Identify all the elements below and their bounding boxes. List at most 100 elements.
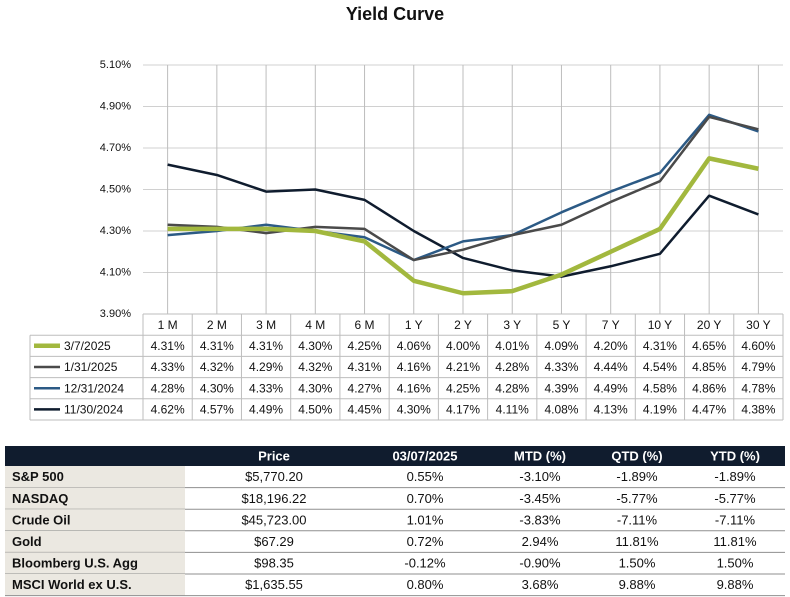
data-label: 4.16% [397, 360, 431, 374]
data-label: 4.54% [643, 360, 677, 374]
table-cell: 3.68% [522, 577, 559, 592]
data-label: 4.16% [397, 381, 431, 395]
data-label: 4.58% [643, 381, 677, 395]
row-name-bg [5, 466, 185, 488]
data-label: 4.50% [298, 403, 332, 417]
series-line [167, 113, 759, 262]
data-label: 4.30% [298, 381, 332, 395]
table-cell: -5.77% [616, 491, 658, 506]
data-label: 4.39% [544, 381, 578, 395]
table-cell: 0.70% [407, 491, 444, 506]
data-label: 4.38% [741, 403, 775, 417]
data-label: 4.00% [446, 339, 480, 353]
x-tick-label: 30 Y [746, 318, 770, 332]
data-label: 4.78% [741, 381, 775, 395]
data-label: 4.30% [298, 339, 332, 353]
table-cell: 0.80% [407, 577, 444, 592]
series-line [167, 156, 759, 296]
table-cell: 0.55% [407, 469, 444, 484]
data-label: 4.19% [643, 403, 677, 417]
x-tick-label: 2 Y [454, 318, 472, 332]
y-tick-label: 4.90% [100, 100, 131, 112]
legend-label: 11/30/2024 [64, 403, 123, 417]
chart-title: Yield Curve [346, 4, 444, 24]
data-label: 4.32% [298, 360, 332, 374]
table-cell: -1.89% [714, 469, 756, 484]
data-label: 4.31% [348, 360, 382, 374]
table-cell: $1,635.55 [245, 577, 303, 592]
table-cell: -7.11% [715, 512, 756, 527]
row-name: NASDAQ [12, 491, 68, 506]
data-label: 4.85% [692, 360, 726, 374]
row-name-bg [5, 509, 185, 531]
data-label: 4.31% [151, 339, 185, 353]
table-header: QTD (%) [611, 448, 662, 463]
y-tick-label: 5.10% [100, 59, 131, 71]
x-tick-label: 3 M [256, 318, 276, 332]
row-name-bg [5, 487, 185, 510]
data-label: 4.49% [594, 381, 628, 395]
series-line [167, 115, 759, 262]
x-tick-label: 1 M [158, 318, 178, 332]
data-label: 4.79% [741, 360, 775, 374]
data-label: 4.06% [397, 339, 431, 353]
data-label: 4.62% [151, 403, 185, 417]
data-label: 4.28% [495, 381, 529, 395]
table-cell: 0.72% [407, 534, 444, 549]
table-cell: 11.81% [713, 534, 757, 549]
table-cell: -5.77% [714, 491, 756, 506]
data-label: 4.28% [495, 360, 529, 374]
data-label: 4.49% [249, 403, 283, 417]
data-label: 4.33% [249, 381, 283, 395]
data-label: 4.57% [200, 403, 234, 417]
y-tick-label: 4.50% [100, 183, 131, 195]
row-name: Crude Oil [12, 512, 71, 527]
table-header-bg [5, 446, 785, 466]
table-cell: -1.89% [616, 469, 658, 484]
row-name-bg [5, 574, 185, 596]
data-label: 4.27% [348, 381, 382, 395]
table-cell: $18,196.22 [241, 491, 306, 506]
data-label: 4.25% [348, 339, 382, 353]
data-label: 4.32% [200, 360, 234, 374]
table-cell: 11.81% [615, 534, 659, 549]
data-label: 4.31% [249, 339, 283, 353]
data-label: 4.60% [741, 339, 775, 353]
data-label: 4.20% [594, 339, 628, 353]
row-name: Gold [12, 534, 42, 549]
table-cell: -0.12% [404, 556, 446, 571]
data-label: 4.31% [200, 339, 234, 353]
table-header: Price [258, 448, 290, 463]
y-tick-label: 4.30% [100, 225, 131, 237]
data-label: 4.45% [348, 403, 382, 417]
x-tick-label: 7 Y [602, 318, 620, 332]
data-label: 4.08% [544, 403, 578, 417]
table-cell: $5,770.20 [245, 469, 303, 484]
data-label: 4.33% [151, 360, 185, 374]
data-label: 4.25% [446, 381, 480, 395]
table-cell: 1.01% [407, 512, 444, 527]
data-label: 4.09% [544, 339, 578, 353]
data-label: 4.33% [544, 360, 578, 374]
data-label: 4.13% [594, 403, 628, 417]
table-header: 03/07/2025 [392, 448, 457, 463]
x-tick-label: 5 Y [553, 318, 571, 332]
table-cell: -0.90% [519, 556, 561, 571]
data-label: 4.30% [200, 381, 234, 395]
x-tick-label: 10 Y [648, 318, 672, 332]
table-cell: 1.50% [619, 556, 656, 571]
data-label: 4.31% [643, 339, 677, 353]
table-cell: $45,723.00 [241, 512, 306, 527]
data-label: 4.28% [151, 381, 185, 395]
table-cell: -7.11% [617, 512, 658, 527]
x-tick-label: 4 M [305, 318, 325, 332]
y-tick-label: 4.10% [100, 266, 131, 278]
data-label: 4.21% [446, 360, 480, 374]
legend-label: 1/31/2025 [64, 360, 118, 374]
table-cell: -3.45% [519, 491, 561, 506]
data-label: 4.17% [446, 403, 480, 417]
x-tick-label: 6 M [355, 318, 375, 332]
series-line [167, 163, 759, 278]
x-tick-label: 20 Y [697, 318, 721, 332]
